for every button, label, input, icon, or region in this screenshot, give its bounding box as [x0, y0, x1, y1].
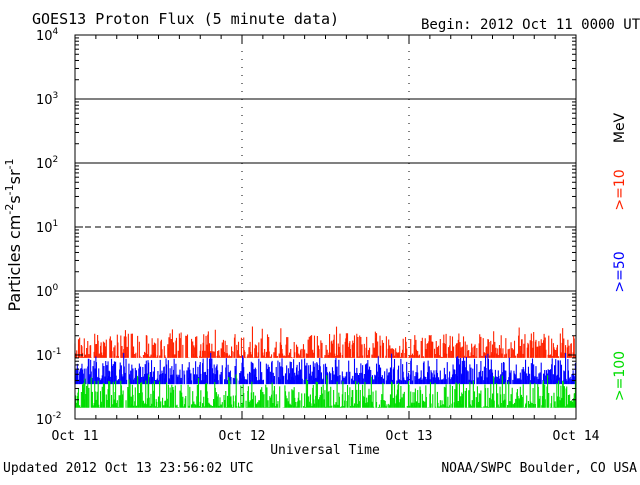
- x-tick-label: Oct 12: [219, 429, 266, 444]
- series-layer: [74, 326, 576, 408]
- legend-label-3: >=100: [612, 351, 628, 401]
- legend-label-1: >=10: [612, 169, 628, 210]
- x-axis-label: Universal Time: [270, 443, 380, 458]
- y-tick-label: 101: [36, 219, 58, 236]
- y-tick-label: 100: [36, 283, 59, 300]
- series-line-3: [75, 374, 576, 408]
- legend: MeV >=10 >=50 >=100: [612, 112, 628, 401]
- y-tick-labels: 104 103 102 101 100 10-1 10-2: [36, 27, 62, 428]
- frame-layer: [74, 34, 577, 420]
- y-tick-label: 102: [36, 155, 58, 172]
- begin-time-label: Begin: 2012 Oct 11 0000 UTC: [421, 17, 640, 33]
- updated-label: Updated 2012 Oct 13 23:56:02 UTC: [3, 461, 253, 476]
- x-tick-label: Oct 13: [386, 429, 433, 444]
- legend-label-2: >=50: [612, 251, 628, 292]
- y-axis-label: Particles cm-2s-1sr-1: [3, 158, 24, 311]
- source-label: NOAA/SWPC Boulder, CO USA: [441, 461, 637, 476]
- y-tick-label: 104: [36, 27, 59, 44]
- grid-layer: [75, 35, 576, 419]
- legend-unit-label: MeV: [612, 112, 628, 143]
- x-tick-label: Oct 14: [553, 429, 600, 444]
- series-line-1: [74, 326, 576, 358]
- y-tick-label: 10-1: [36, 347, 62, 364]
- x-tick-label: Oct 11: [52, 429, 99, 444]
- y-tick-label: 10-2: [36, 411, 62, 428]
- y-tick-label: 103: [36, 91, 58, 108]
- chart-title: GOES13 Proton Flux (5 minute data): [32, 10, 339, 28]
- x-tick-labels: Oct 11 Oct 12 Oct 13 Oct 14: [52, 429, 600, 444]
